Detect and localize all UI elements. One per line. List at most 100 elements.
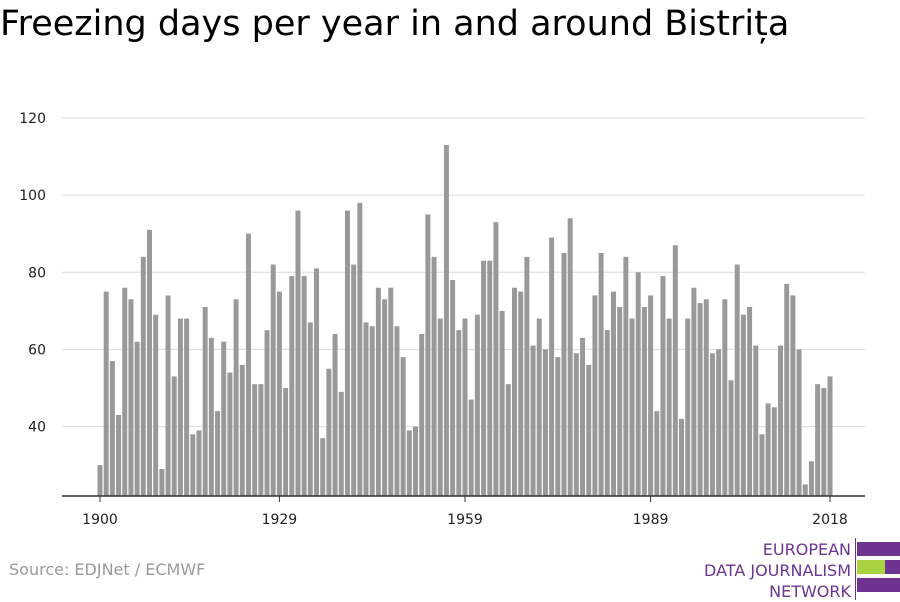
bar-1939 [338,391,344,496]
y-tick-label: 80 [28,265,46,281]
bar-1982 [604,330,610,496]
bar-1932 [295,210,301,497]
bar-1936 [320,438,326,496]
bar-2015 [808,461,814,496]
bar-1947 [388,287,394,496]
bar-1909 [153,314,159,496]
bar-1968 [518,291,524,496]
bar-2005 [747,307,753,496]
bar-1956 [443,145,449,496]
bar-1928 [270,264,276,496]
bar-1971 [536,318,542,496]
bar-1912 [171,376,177,496]
bar-2009 [771,407,777,496]
x-tick-label: 1900 [82,512,118,528]
bar-1918 [208,337,214,496]
logo-line-2: DATA JOURNALISM [704,561,851,580]
bar-1969 [524,256,530,496]
source-note: Source: EDJNet / ECMWF [9,560,206,579]
bar-1985 [623,256,629,496]
edjnet-logo: EUROPEAN DATA JOURNALISM NETWORK [700,538,900,602]
bar-2001 [722,299,728,496]
bar-1922 [233,299,239,496]
bar-1986 [629,318,635,496]
bar-1935 [314,268,320,496]
bar-1954 [431,256,437,496]
bar-1974 [555,357,561,496]
bar-1993 [672,245,678,496]
bar-1953 [425,214,431,496]
bar-1919 [215,411,221,496]
bar-1901 [103,291,109,496]
bar-1950 [406,430,412,496]
bar-1916 [196,430,202,496]
bar-1911 [165,295,171,496]
bar-1937 [326,368,332,496]
bar-1931 [289,276,295,496]
bar-2008 [765,403,771,496]
bar-1902 [109,361,115,496]
logo-text: EUROPEAN DATA JOURNALISM NETWORK [704,539,851,602]
chart-title: Freezing days per year in and around Bis… [0,4,790,44]
x-axis: 1900 1929 1959 1989 2018 [62,495,865,528]
bar-1958 [456,330,462,496]
x-tick-label: 2018 [812,512,848,528]
bar-1940 [344,210,350,497]
bar-1989 [648,295,654,496]
bar-2017 [821,388,827,496]
bar-1960 [468,399,474,496]
logo-stripe-2-end [885,560,900,574]
bar-1965 [499,310,505,496]
bar-1920 [221,341,227,496]
bar-1917 [202,307,208,496]
bar-2006 [753,345,759,496]
bar-1921 [227,372,233,496]
bar-1929 [276,291,282,496]
bar-1943 [363,322,369,496]
bars [97,145,833,497]
bar-1948 [394,326,400,496]
bar-1926 [258,384,264,496]
y-tick-label: 120 [19,111,46,127]
bar-1908 [146,229,152,496]
logo-line-1: EUROPEAN [762,540,851,559]
y-tick-label: 60 [28,342,46,358]
bar-1923 [239,364,245,496]
bar-1998 [703,299,709,496]
bar-1904 [122,287,128,496]
y-tick-label: 40 [28,420,46,436]
bar-1973 [549,237,555,497]
bar-1983 [610,291,616,496]
bar-1991 [660,276,666,496]
bar-1930 [283,388,289,496]
bar-2003 [734,264,740,496]
bar-1925 [252,384,258,496]
bar-1952 [419,334,425,496]
y-tick-label: 100 [19,188,46,204]
bar-1944 [369,326,375,496]
bar-2018 [827,376,833,496]
bar-2000 [716,349,722,496]
bar-1942 [357,202,363,496]
bar-1934 [307,322,313,496]
bar-chart: 40 60 80 100 120 1900 1929 1959 1989 2018 [19,111,865,528]
x-tick-label: 1989 [633,512,669,528]
bar-2007 [759,434,765,496]
bar-1995 [685,318,691,496]
bar-2012 [790,295,796,496]
bar-1977 [573,353,579,496]
bar-1999 [709,353,715,496]
bar-2011 [784,283,790,496]
bar-1955 [437,318,443,496]
bar-1994 [679,418,685,496]
bar-1946 [382,299,388,496]
logo-stripe-1 [857,542,900,556]
bar-1975 [561,253,567,496]
bar-1949 [400,357,406,496]
bar-1905 [128,299,134,496]
bar-1927 [264,330,270,496]
bar-2010 [778,345,784,496]
bar-1963 [487,260,493,496]
bar-1996 [691,287,697,496]
bar-1992 [666,318,672,496]
